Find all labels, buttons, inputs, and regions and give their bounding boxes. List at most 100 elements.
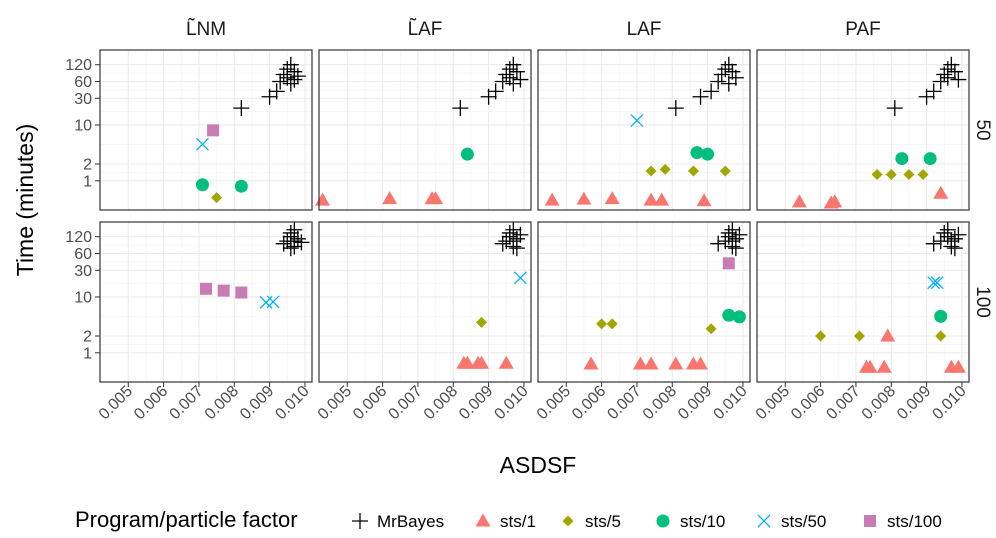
data-point-sts-10 <box>195 178 209 192</box>
legend-item: sts/50 <box>757 512 826 531</box>
y-axis-title: Time (minutes) <box>12 124 38 277</box>
x-tick-label: 0.009 <box>675 383 715 423</box>
data-point-sts-100 <box>200 282 212 295</box>
data-point-MrBayes <box>943 56 960 73</box>
x-tick-label: 0.008 <box>421 383 461 423</box>
data-point-sts-1 <box>583 356 599 370</box>
y-tick-label: 1 <box>83 345 92 362</box>
data-point-MrBayes <box>286 238 303 255</box>
data-point-MrBayes <box>724 238 741 255</box>
legend-label: sts/100 <box>887 512 942 531</box>
legend-item: sts/10 <box>656 512 725 531</box>
data-point-sts-100 <box>722 257 735 270</box>
data-point-sts-5 <box>687 165 699 177</box>
column-strip-label: PAF <box>845 19 881 40</box>
y-tick-label: 1 <box>83 173 92 190</box>
x-tick-label: 0.010 <box>929 383 969 423</box>
column-strip-label: L̃AF <box>408 18 443 40</box>
legend-key-sts-50 <box>757 514 771 528</box>
column-strip-label: LAF <box>627 19 662 40</box>
panel-border <box>99 221 313 383</box>
row-strip-label: 50 <box>972 119 993 140</box>
data-point-MrBayes <box>936 224 953 241</box>
data-point-sts-1 <box>950 359 966 373</box>
legend-label: sts/5 <box>585 512 621 531</box>
panel-background <box>319 222 531 382</box>
data-point-sts-1 <box>862 359 878 373</box>
data-point-sts-5 <box>885 168 897 180</box>
panel-1-0 <box>315 49 532 211</box>
data-point-MrBayes <box>727 240 744 257</box>
panel-1-1 <box>318 221 532 383</box>
data-point-sts-5 <box>917 168 929 180</box>
data-point-sts-1 <box>668 356 684 370</box>
legend-item: sts/100 <box>864 512 942 531</box>
panel-border <box>537 221 751 383</box>
x-tick-label: 0.006 <box>569 383 609 423</box>
y-tick-label: 30 <box>74 263 92 280</box>
data-point-sts-10 <box>895 152 909 166</box>
x-tick-label: 0.010 <box>491 383 531 423</box>
data-point-sts-1 <box>632 356 648 370</box>
data-point-MrBayes <box>505 75 522 92</box>
data-point-MrBayes <box>939 69 956 86</box>
y-tick-label: 10 <box>74 289 92 306</box>
x-tick-label: 0.007 <box>823 383 863 423</box>
x-tick-label: 0.008 <box>202 383 242 423</box>
panel-0-1 <box>99 221 313 383</box>
data-point-MrBayes <box>233 100 250 117</box>
data-point-sts-5 <box>476 316 488 328</box>
legend-item: sts/5 <box>562 512 621 531</box>
panel-background <box>538 50 750 210</box>
data-point-sts-50 <box>630 114 644 127</box>
x-tick-label: 0.009 <box>237 383 277 423</box>
data-point-MrBayes <box>452 100 469 117</box>
data-point-MrBayes <box>289 68 306 85</box>
data-point-MrBayes <box>272 73 289 90</box>
data-point-sts-5 <box>903 168 915 180</box>
x-axis-title: ASDSF <box>500 452 577 478</box>
legend-title: Program/particle factor <box>75 507 298 532</box>
data-point-MrBayes <box>692 88 709 105</box>
legend-key-sts-10 <box>656 514 670 528</box>
panel-border <box>756 221 970 383</box>
data-point-sts-1 <box>428 191 444 205</box>
data-point-sts-10 <box>722 308 736 322</box>
panel-3-0 <box>756 49 970 211</box>
x-tick-label: 0.007 <box>385 383 425 423</box>
data-point-sts-1 <box>382 191 398 205</box>
data-point-sts-10 <box>460 147 474 161</box>
x-tick-label: 0.010 <box>272 383 312 423</box>
data-point-sts-5 <box>935 330 947 342</box>
x-tick-label: 0.009 <box>456 383 496 423</box>
x-tick-label: 0.005 <box>315 383 355 423</box>
data-point-MrBayes <box>512 226 529 243</box>
y-tick-label: 120 <box>65 229 92 246</box>
data-point-MrBayes <box>731 226 748 243</box>
data-point-MrBayes <box>289 230 306 247</box>
data-point-sts-10 <box>701 147 715 161</box>
x-tick-label: 0.005 <box>96 383 136 423</box>
legend-key-sts-100 <box>864 515 876 527</box>
data-point-sts-50 <box>266 295 280 309</box>
data-point-sts-5 <box>871 168 883 180</box>
panel-border <box>537 49 751 211</box>
row-strip-label: 100 <box>972 286 993 318</box>
data-point-MrBayes <box>950 226 967 243</box>
x-tick-label: 0.009 <box>894 383 934 423</box>
x-tick-label: 0.008 <box>640 383 680 423</box>
panels-layer: L̃NM L̃AF LAF PAF50100121030601201210306012… <box>65 18 993 423</box>
data-point-sts-5 <box>596 318 608 330</box>
data-point-sts-1 <box>643 192 659 206</box>
data-point-MrBayes <box>268 83 285 100</box>
data-point-sts-5 <box>705 323 717 335</box>
data-point-MrBayes <box>886 100 903 117</box>
panel-border <box>318 49 532 211</box>
legend: Program/particle factor MrBayes sts/1 sts/5… <box>75 507 942 532</box>
panel-0-0 <box>99 49 313 211</box>
panel-background <box>100 222 312 382</box>
legend-key-MrBayes <box>352 513 368 529</box>
data-point-MrBayes <box>275 235 292 252</box>
data-point-sts-100 <box>217 284 230 297</box>
data-point-sts-1 <box>604 191 620 205</box>
